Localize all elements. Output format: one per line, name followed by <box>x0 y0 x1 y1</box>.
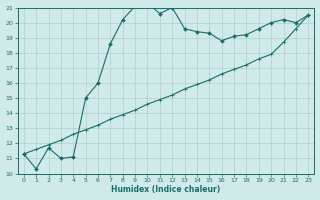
X-axis label: Humidex (Indice chaleur): Humidex (Indice chaleur) <box>111 185 221 194</box>
